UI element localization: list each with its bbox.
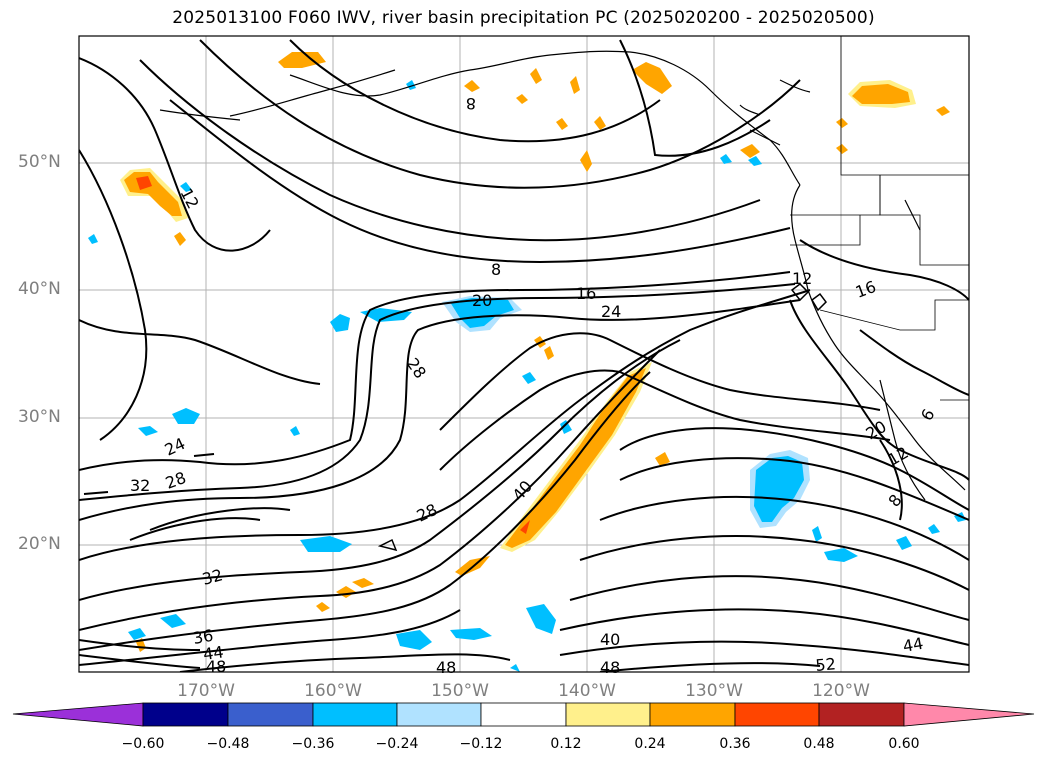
contour-label: 48 bbox=[436, 658, 456, 677]
contour-label: 36 bbox=[191, 626, 214, 648]
contour-label: 12 bbox=[792, 269, 812, 288]
colorbar-tick-label: −0.24 bbox=[375, 736, 419, 752]
lon-label: 150°W bbox=[431, 681, 489, 701]
contour-label: 32 bbox=[130, 476, 150, 495]
lon-label: 140°W bbox=[558, 681, 616, 701]
colorbar-segment bbox=[12, 702, 144, 727]
colorbar-tick-label: −0.12 bbox=[459, 736, 503, 752]
chart-title: 2025013100 F060 IWV, river basin precipi… bbox=[172, 8, 875, 28]
colorbar-tick-label: 0.60 bbox=[888, 736, 920, 752]
lon-label: 170°W bbox=[177, 681, 235, 701]
contour-label: 44 bbox=[202, 642, 225, 664]
colorbar bbox=[12, 702, 1035, 727]
colorbar-segment bbox=[142, 702, 229, 727]
contour-label: 16 bbox=[853, 277, 879, 302]
colorbar-segment bbox=[227, 702, 314, 727]
contour-label: 8 bbox=[491, 260, 501, 279]
colorbar-segment bbox=[903, 702, 1035, 727]
contour-label-group: 12 8 16 20 24 28 24 28 32 28 32 36 44 48… bbox=[130, 94, 939, 677]
lon-label: 120°W bbox=[812, 681, 870, 701]
contour-label: 8 bbox=[466, 94, 476, 113]
contour-label: 6 bbox=[917, 406, 939, 424]
colorbar-segment bbox=[818, 702, 905, 727]
contour-label: 32 bbox=[200, 565, 225, 589]
lon-label: 130°W bbox=[685, 681, 743, 701]
colorbar-segment bbox=[565, 702, 651, 727]
colorbar-segment bbox=[312, 702, 398, 727]
contour-label: 40 bbox=[600, 630, 620, 649]
colorbar-segment bbox=[734, 702, 820, 727]
contour-label: 40 bbox=[509, 477, 537, 505]
contour-label: 44 bbox=[901, 634, 924, 656]
contour-label: 48 bbox=[600, 658, 620, 677]
colorbar-tick-label: −0.48 bbox=[206, 736, 250, 752]
lat-label: 20°N bbox=[18, 534, 61, 554]
contour-label: 52 bbox=[815, 654, 837, 675]
map-frame bbox=[78, 35, 970, 673]
colorbar-tick-label: 0.36 bbox=[719, 736, 751, 752]
colorbar-tick-label: −0.36 bbox=[291, 736, 335, 752]
lon-label: 160°W bbox=[304, 681, 362, 701]
colorbar-tick-label: −0.60 bbox=[121, 736, 165, 752]
coastlines bbox=[159, 50, 966, 501]
lat-label: 50°N bbox=[18, 152, 61, 172]
colorbar-tick-label: 0.12 bbox=[550, 736, 582, 752]
contour-label: 24 bbox=[601, 302, 621, 321]
borders bbox=[790, 36, 969, 401]
contour-label: 24 bbox=[162, 434, 188, 460]
contour-label: 16 bbox=[576, 284, 596, 303]
lat-label: 30°N bbox=[18, 407, 61, 427]
colorbar-segment bbox=[649, 702, 736, 727]
contour-label: 28 bbox=[163, 468, 189, 493]
colorbar-segment bbox=[396, 702, 482, 727]
contour-label: 48 bbox=[206, 657, 226, 676]
colorbar-tick-label: 0.48 bbox=[803, 736, 835, 752]
iwv-contours bbox=[79, 39, 969, 672]
lat-label: 40°N bbox=[18, 279, 61, 299]
contour-label: 20 bbox=[472, 291, 492, 310]
colorbar-segment bbox=[480, 702, 567, 727]
colorbar-tick-label: 0.24 bbox=[634, 736, 666, 752]
contour-label: 28 bbox=[414, 500, 440, 526]
